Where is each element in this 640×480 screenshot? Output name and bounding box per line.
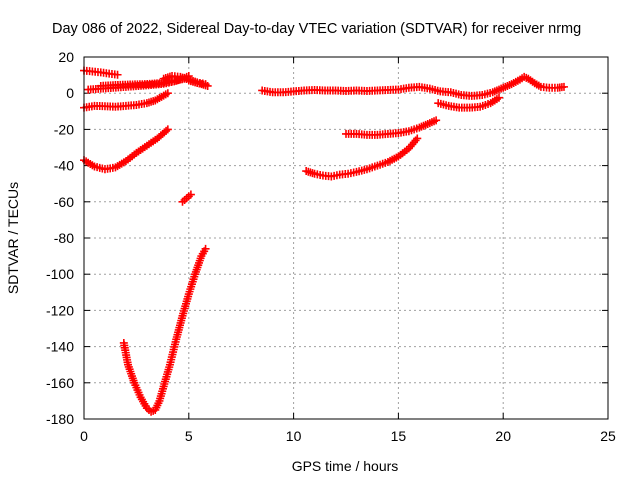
data-point [203,81,212,90]
data-points [80,66,568,416]
data-point [162,126,171,135]
y-tick-label: -60 [54,194,74,210]
chart-title: Day 086 of 2022, Sidereal Day-to-day VTE… [52,21,581,37]
x-axis-label: GPS time / hours [292,458,399,474]
y-axis-label: SDTVAR / TECUs [5,182,21,294]
data-point [432,116,441,125]
grid [84,57,608,419]
data-series-s1 [80,66,122,79]
data-point [113,70,122,79]
data-point [163,89,172,98]
y-tick-label: 0 [66,85,74,101]
data-series-s12 [342,116,441,139]
y-tick-label: -20 [54,121,74,137]
data-point [186,190,195,199]
x-tick-label: 5 [185,428,193,444]
data-series-s10 [258,72,568,100]
data-point [163,125,172,134]
data-series-s8 [178,190,195,206]
data-point [559,82,568,91]
axis-ticks: 0 5 10 15 20 25 20 0 -20 -40 -60 -80 -100 -120 -140 -16… [46,49,616,444]
y-tick-label: -160 [46,375,74,391]
x-tick-label: 20 [495,428,511,444]
data-series-s4 [80,89,172,112]
y-tick-label: -140 [46,339,74,355]
data-series-s7 [80,125,172,174]
data-series-s11 [434,93,504,112]
data-point [201,244,210,253]
data-point [495,93,504,102]
x-tick-label: 10 [286,428,302,444]
x-tick-label: 15 [391,428,407,444]
y-tick-label: -80 [54,230,74,246]
x-tick-label: 25 [600,428,616,444]
y-tick-label: -100 [46,266,74,282]
y-tick-label: -40 [54,158,74,174]
x-tick-label: 0 [80,428,88,444]
data-series-s13 [302,134,422,181]
data-point [413,134,422,143]
data-series-s9 [119,244,210,416]
data-series-s6 [184,76,212,90]
plot-frame [83,56,609,420]
y-tick-label: -120 [46,302,74,318]
y-tick-label: 20 [58,49,74,65]
y-tick-label: -180 [46,411,74,427]
